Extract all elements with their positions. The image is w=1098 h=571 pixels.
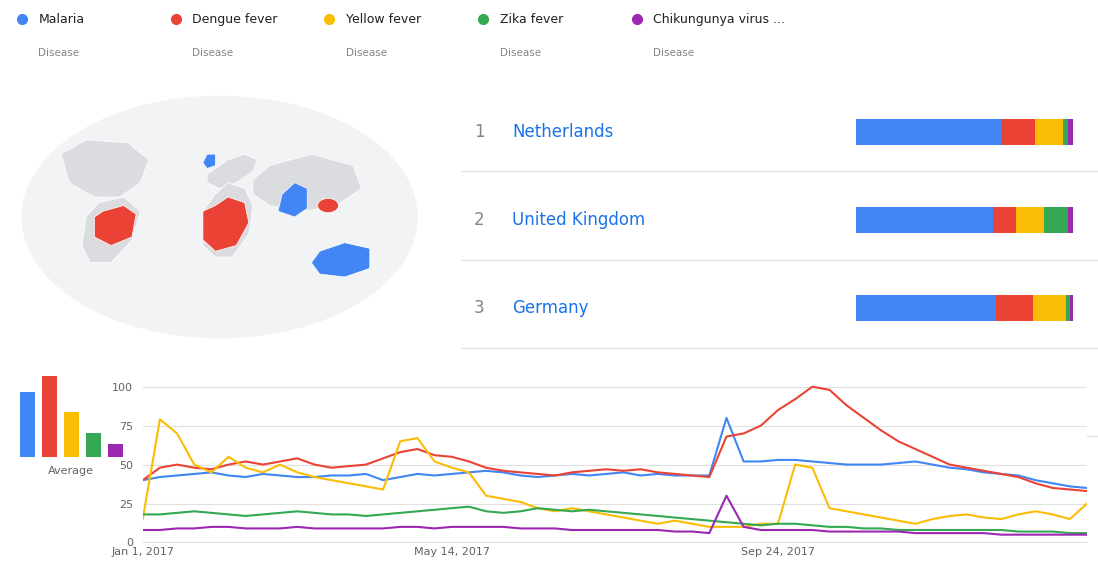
Polygon shape — [94, 206, 136, 246]
Bar — [997, 384, 1011, 409]
Polygon shape — [203, 183, 253, 257]
Text: Disease: Disease — [38, 49, 79, 58]
Polygon shape — [61, 140, 148, 197]
Text: 5: 5 — [474, 476, 484, 494]
Text: Italy: Italy — [512, 388, 548, 405]
Bar — [1065, 295, 1071, 321]
Bar — [86, 433, 101, 457]
Bar — [1068, 472, 1073, 498]
Polygon shape — [208, 154, 257, 188]
Bar — [1026, 472, 1058, 498]
Bar — [108, 444, 123, 457]
Bar — [856, 207, 993, 233]
Bar — [42, 376, 57, 457]
Polygon shape — [278, 183, 307, 217]
Bar — [1068, 384, 1073, 409]
Text: 2: 2 — [474, 211, 484, 229]
Bar — [856, 384, 978, 409]
Bar — [1068, 207, 1073, 233]
Circle shape — [317, 198, 338, 212]
Text: 4: 4 — [474, 388, 484, 405]
Text: Chikungunya virus ...: Chikungunya virus ... — [653, 13, 785, 26]
Bar — [1068, 119, 1073, 144]
Text: Disease: Disease — [500, 49, 540, 58]
Text: Disease: Disease — [346, 49, 386, 58]
Polygon shape — [203, 197, 249, 251]
Bar — [20, 392, 35, 457]
Text: United Kingdom: United Kingdom — [512, 211, 646, 229]
Text: Zika fever: Zika fever — [500, 13, 563, 26]
Ellipse shape — [22, 95, 417, 338]
Text: Average: Average — [48, 467, 94, 476]
Bar — [856, 119, 1001, 144]
Bar — [1016, 207, 1044, 233]
Bar — [64, 412, 79, 457]
Bar — [1044, 207, 1068, 233]
Bar — [856, 295, 996, 321]
Bar — [978, 384, 997, 409]
Polygon shape — [253, 154, 361, 211]
Bar — [993, 472, 1026, 498]
Text: Disease: Disease — [192, 49, 233, 58]
Bar — [1001, 119, 1035, 144]
Bar — [1071, 295, 1073, 321]
Polygon shape — [203, 154, 215, 168]
Text: 3: 3 — [474, 299, 484, 317]
Bar — [1035, 119, 1063, 144]
Polygon shape — [82, 197, 141, 263]
Polygon shape — [312, 243, 370, 277]
Bar — [1033, 295, 1065, 321]
Text: Malaria: Malaria — [38, 13, 85, 26]
Bar — [996, 295, 1033, 321]
Text: Germany: Germany — [512, 299, 589, 317]
Bar — [1058, 472, 1068, 498]
Text: Netherlands: Netherlands — [512, 123, 614, 140]
Text: Belgium: Belgium — [512, 476, 580, 494]
Text: 1: 1 — [474, 123, 484, 140]
Polygon shape — [312, 243, 370, 277]
Text: Disease: Disease — [653, 49, 694, 58]
Bar — [856, 472, 993, 498]
Bar — [1063, 119, 1068, 144]
Bar — [993, 207, 1016, 233]
Bar — [1011, 384, 1068, 409]
Text: Dengue fever: Dengue fever — [192, 13, 278, 26]
Text: Yellow fever: Yellow fever — [346, 13, 421, 26]
